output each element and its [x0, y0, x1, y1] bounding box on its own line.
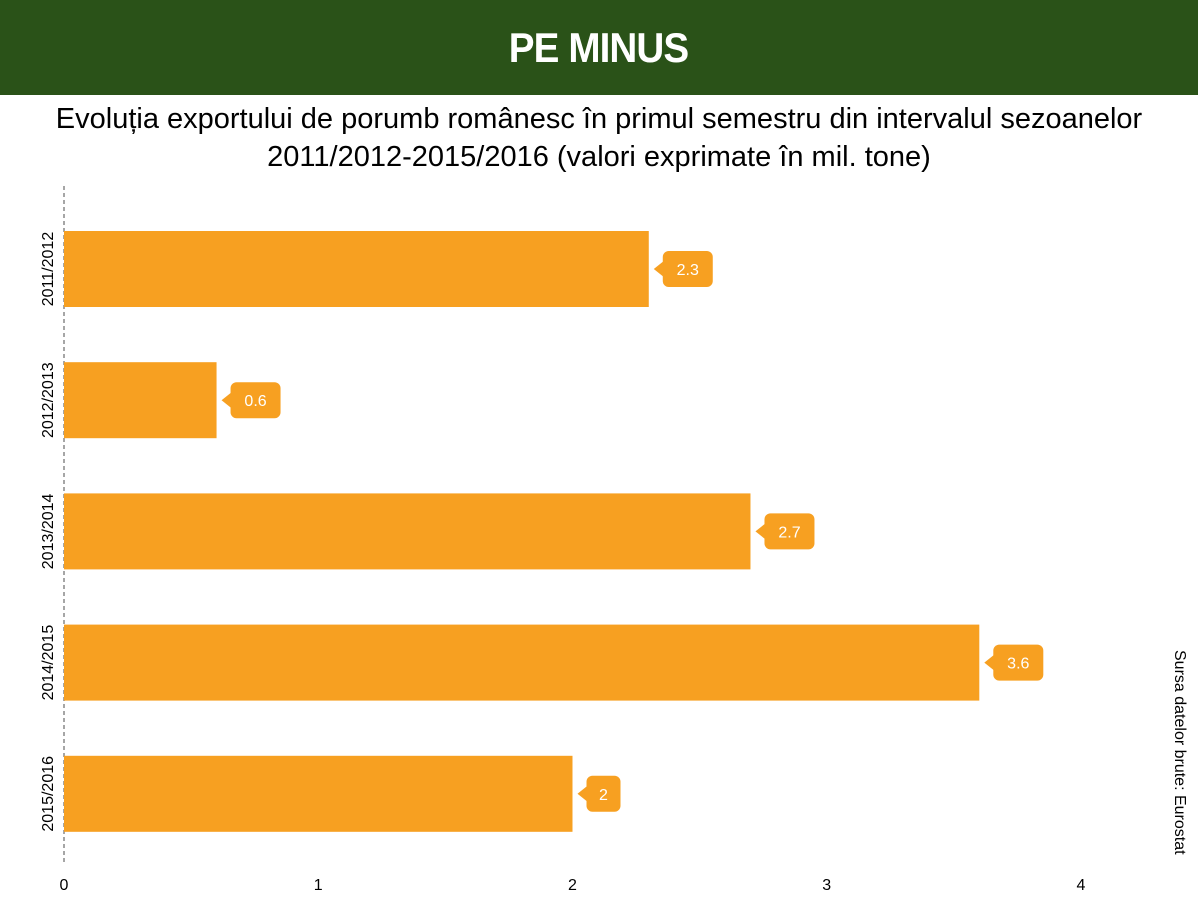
bar-2014-2015 — [64, 624, 980, 701]
data-label-box — [230, 382, 281, 419]
data-label-pointer — [984, 654, 995, 671]
category-label-2012-2013: 2012/2013 — [40, 362, 57, 438]
data-label-text: 0.6 — [244, 393, 266, 410]
category-label-2013-2014: 2013/2014 — [40, 493, 57, 569]
x-tick-label-1: 1 — [314, 877, 323, 894]
data-label-2015-2016: 2 — [577, 775, 621, 812]
data-label-2014-2015: 3.6 — [984, 644, 1044, 681]
bar-2015-2016 — [64, 755, 573, 832]
data-label-pointer — [221, 392, 232, 409]
bar-2013-2014 — [64, 493, 751, 570]
chart-title: Evoluția exportului de porumb românesc î… — [55, 103, 1143, 173]
data-label-pointer — [653, 261, 664, 277]
bar-2011-2012 — [64, 231, 649, 307]
data-label-2012-2013: 0.6 — [221, 382, 281, 419]
data-label-text: 2.7 — [778, 524, 800, 541]
bar-2012-2013 — [64, 362, 217, 439]
data-label-box — [764, 513, 815, 550]
category-label-2011-2012: 2011/2012 — [40, 232, 57, 307]
category-label-2014-2015: 2014/2015 — [40, 625, 57, 701]
data-label-box — [993, 644, 1044, 681]
category-label-2015-2016: 2015/2016 — [40, 756, 57, 832]
source-note: Sursa datelor brute: Eurostat — [1171, 650, 1188, 855]
data-label-box — [662, 251, 713, 287]
data-label-2011-2012: 2.3 — [653, 251, 713, 287]
data-label-pointer — [577, 785, 588, 802]
x-tick-label-4: 4 — [1077, 877, 1086, 894]
x-tick-label-3: 3 — [822, 877, 831, 894]
header-title: PE MINUS — [509, 23, 689, 71]
x-tick-label-0: 0 — [60, 877, 69, 894]
data-label-text: 3.6 — [1007, 656, 1029, 673]
data-label-pointer — [755, 523, 766, 540]
data-label-box — [586, 775, 621, 812]
data-label-text: 2.3 — [677, 262, 699, 279]
data-label-2013-2014: 2.7 — [755, 513, 815, 550]
header-bar: PE MINUS — [0, 0, 1198, 95]
x-tick-label-2: 2 — [568, 877, 577, 894]
data-label-text: 2 — [599, 787, 608, 804]
